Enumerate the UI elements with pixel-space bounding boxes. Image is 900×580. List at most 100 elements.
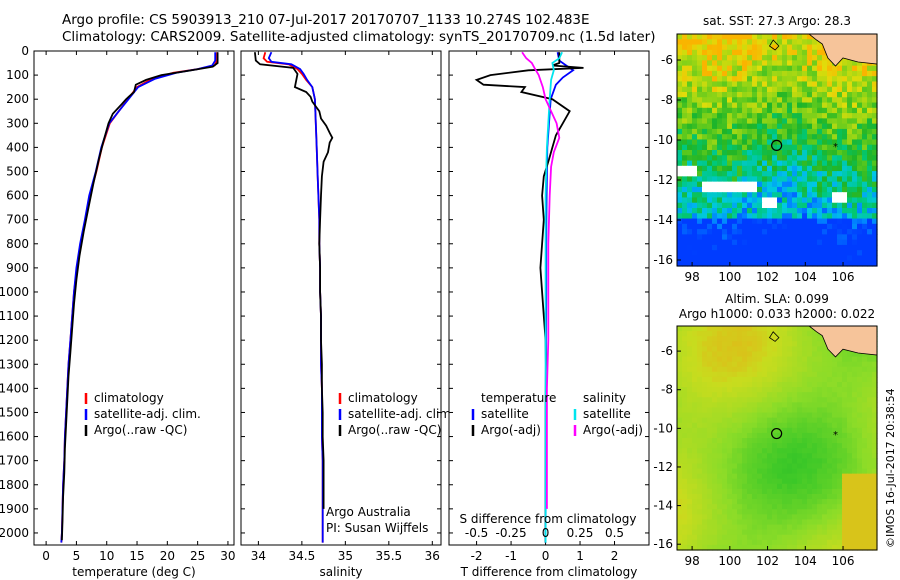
field-cell: [772, 128, 778, 135]
field-cell: [862, 402, 868, 409]
field-cell: [797, 351, 803, 358]
field-cell: [722, 81, 728, 88]
field-cell: [767, 250, 773, 257]
field-cell: [837, 478, 843, 485]
field-cell: [872, 382, 878, 388]
field-cell: [827, 453, 833, 459]
field-cell: [797, 504, 803, 510]
field-cell: [832, 534, 838, 541]
field-cell: [692, 39, 698, 46]
field-cell: [782, 539, 788, 546]
field-cell: [802, 478, 808, 485]
field-cell: [747, 223, 753, 230]
field-cell: [747, 346, 753, 353]
field-cell: [752, 422, 758, 429]
field-cell: [757, 197, 763, 204]
field-cell: [732, 519, 738, 526]
y-tick-label: 1900: [0, 502, 29, 516]
field-cell: [807, 376, 813, 383]
field-cell: [847, 509, 853, 515]
field-cell: [822, 514, 828, 521]
y-tick-label: -16: [653, 537, 673, 551]
field-cell: [797, 102, 803, 109]
field-cell: [747, 376, 753, 383]
field-cell: [727, 86, 733, 93]
field-cell: [807, 382, 813, 388]
field-cell: [767, 458, 773, 465]
field-cell: [872, 160, 878, 167]
field-cell: [782, 86, 788, 93]
field-cell: [857, 244, 863, 251]
field-cell: [862, 417, 868, 424]
field-cell: [732, 524, 738, 531]
field-cell: [717, 65, 723, 72]
field-cell: [727, 81, 733, 88]
field-cell: [712, 171, 718, 177]
field-cell: [767, 499, 773, 505]
field-cell: [802, 239, 808, 246]
field-cell: [812, 407, 818, 414]
field-cell: [837, 229, 843, 235]
field-cell: [762, 448, 768, 454]
field-cell: [767, 432, 773, 439]
field-cell: [812, 160, 818, 167]
field-cell: [842, 102, 848, 109]
field-cell: [682, 458, 688, 465]
field-cell: [812, 443, 818, 449]
field-cell: [817, 351, 823, 358]
field-cell: [727, 382, 733, 388]
field-cell: [717, 102, 723, 109]
field-cell: [712, 519, 718, 526]
field-cell: [782, 488, 788, 495]
field-cell: [742, 160, 748, 167]
field-cell: [807, 417, 813, 424]
field-cell: [707, 458, 713, 465]
field-cell: [757, 229, 763, 235]
field-cell: [787, 443, 793, 449]
field-cell: [757, 186, 763, 193]
field-cell: [867, 139, 873, 146]
field-cell: [742, 468, 748, 475]
field-cell: [742, 171, 748, 177]
field-cell: [687, 260, 693, 267]
field-cell: [782, 346, 788, 353]
field-cell: [677, 488, 683, 495]
field-cell: [692, 244, 698, 251]
field-cell: [827, 208, 833, 214]
field-cell: [757, 331, 763, 337]
field-cell: [757, 443, 763, 449]
field-cell: [822, 176, 828, 183]
field-cell: [767, 371, 773, 378]
field-cell: [832, 514, 838, 521]
field-cell: [792, 250, 798, 257]
field-cell: [737, 39, 743, 46]
field-cell: [832, 218, 838, 225]
field-cell: [817, 371, 823, 378]
field-cell: [862, 213, 868, 220]
field-cell: [762, 473, 768, 480]
field-cell: [832, 509, 838, 515]
field-cell: [737, 539, 743, 546]
field-cell: [702, 514, 708, 521]
field-cell: [772, 483, 778, 490]
field-cell: [787, 186, 793, 193]
field-cell: [677, 361, 683, 368]
field-cell: [862, 192, 868, 199]
field-cell: [737, 150, 743, 156]
field-cell: [682, 34, 688, 40]
field-cell: [857, 260, 863, 267]
field-cell: [797, 150, 803, 156]
field-cell: [757, 392, 763, 398]
field-cell: [717, 351, 723, 358]
field-cell: [687, 49, 693, 56]
field-cell: [862, 107, 868, 114]
field-cell: [742, 529, 748, 536]
field-cell: [702, 86, 708, 93]
field-cell: [832, 260, 838, 267]
field-cell: [682, 346, 688, 353]
field-cell: [822, 346, 828, 353]
field-cell: [812, 250, 818, 257]
field-cell: [817, 514, 823, 521]
field-cell: [817, 529, 823, 536]
field-cell: [697, 260, 703, 267]
